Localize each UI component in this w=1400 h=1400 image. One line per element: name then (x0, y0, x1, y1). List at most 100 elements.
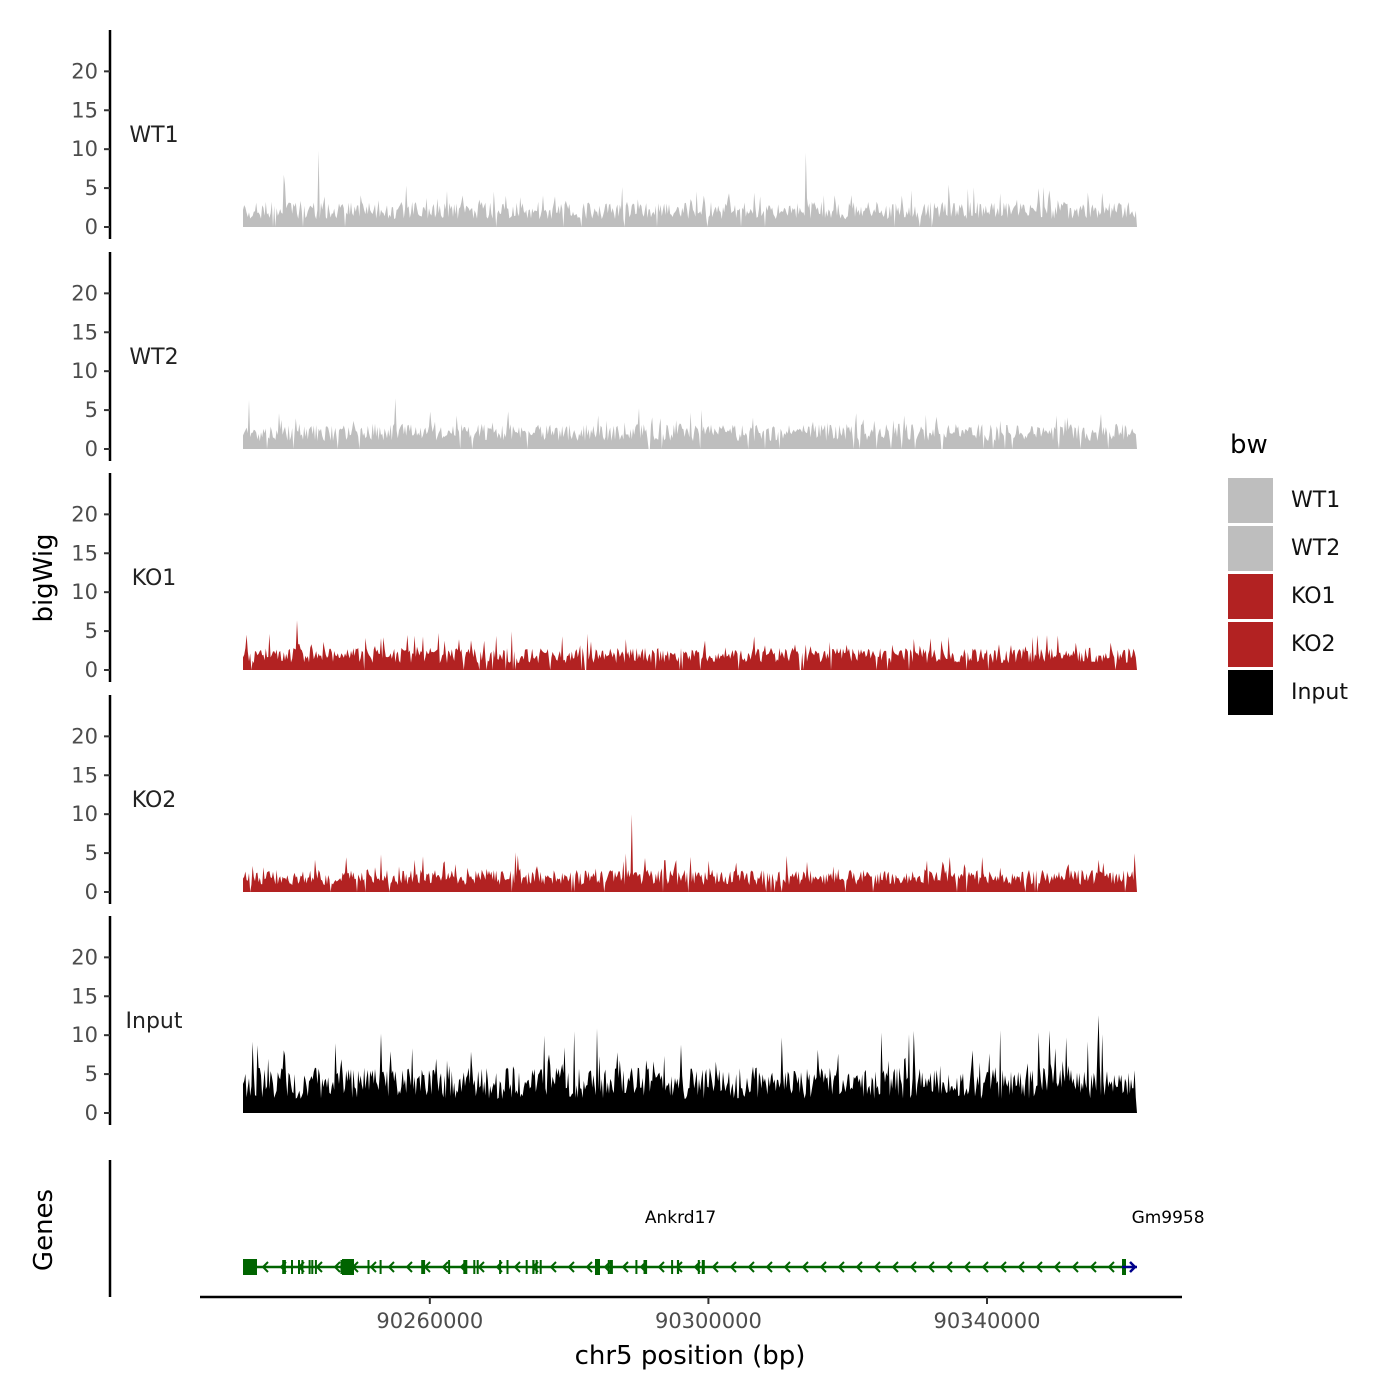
y-axis-input: 0 5 10 15 20 (71, 916, 112, 1125)
exon (243, 1259, 257, 1275)
exon (283, 1260, 286, 1274)
exon (342, 1259, 354, 1275)
track-wt2: WT2 (129, 345, 1137, 449)
y-tick-label: 5 (85, 619, 98, 643)
exon (610, 1260, 613, 1274)
legend-items: WT1 WT2 KO1 KO2 Input (1228, 476, 1388, 716)
track-label-ko2: KO2 (132, 788, 177, 813)
signal-tracks: WT1 WT2 KO1 KO2 Input (126, 123, 1137, 1113)
strand-arrow (549, 1261, 557, 1273)
y-tick-label: 5 (85, 398, 98, 422)
gene-label: Ankrd17 (645, 1208, 716, 1228)
exon (697, 1260, 700, 1274)
y-tick-label: 10 (71, 580, 98, 604)
legend-label: KO2 (1291, 631, 1336, 657)
y-tick-label: 10 (71, 359, 98, 383)
track-label-wt1: WT1 (129, 123, 178, 148)
y-tick-label: 20 (71, 281, 98, 305)
strand-arrow (729, 1261, 737, 1273)
y-tick-label: 15 (71, 98, 98, 122)
exon (465, 1260, 468, 1274)
strand-arrow (387, 1261, 395, 1273)
gene-gm9958: Gm9958 (1122, 1208, 1205, 1273)
exon (473, 1260, 476, 1274)
y-axis-wt1: 0 5 10 15 20 (71, 30, 112, 239)
legend-key (1228, 477, 1273, 523)
track-label-input: Input (126, 1009, 183, 1034)
y-tick-label: 0 (85, 1101, 98, 1125)
track-area-wt1 (243, 150, 1137, 227)
exon (645, 1260, 648, 1274)
y-axis-title: bigWig (29, 533, 59, 622)
strand-arrow (657, 1261, 665, 1273)
y-axis-ko1: 0 5 10 15 20 (71, 473, 112, 682)
exon (476, 1260, 479, 1274)
legend-key (1228, 525, 1273, 571)
strand-arrow (855, 1261, 863, 1273)
exon (532, 1260, 535, 1274)
legend-item-wt1: WT1 (1228, 476, 1388, 524)
gene-ankrd17: Ankrd17 (243, 1208, 1126, 1275)
exon (314, 1260, 317, 1274)
gene-track: Ankrd17 Gm9958 (108, 1160, 1205, 1297)
x-tick-label: 90340000 (934, 1309, 1041, 1333)
legend-key (1228, 573, 1273, 619)
legend-label: KO1 (1291, 583, 1336, 609)
strand-arrow (801, 1261, 809, 1273)
exon (301, 1260, 304, 1274)
y-tick-label: 0 (85, 437, 98, 461)
exon (448, 1260, 451, 1274)
x-tick-label: 90300000 (655, 1309, 762, 1333)
track-input: Input (126, 1009, 1137, 1113)
legend-title: bw (1230, 430, 1268, 460)
legend-label: WT1 (1291, 487, 1341, 513)
strand-arrow (837, 1261, 845, 1273)
strand-arrow (963, 1261, 971, 1273)
exon (607, 1260, 610, 1274)
strand-arrow (1071, 1261, 1079, 1273)
strand-arrow (477, 1261, 485, 1273)
y-tick-label: 5 (85, 841, 98, 865)
strand-arrow (585, 1261, 593, 1273)
strand-arrow (621, 1261, 629, 1273)
strand-arrow (1035, 1261, 1043, 1273)
strand-arrow (405, 1261, 413, 1273)
exon (340, 1260, 343, 1274)
track-area-wt2 (243, 398, 1137, 449)
legend-item-input: Input (1228, 668, 1388, 716)
legend-item-ko1: KO1 (1228, 572, 1388, 620)
y-tick-label: 10 (71, 802, 98, 826)
strand-arrow (783, 1261, 791, 1273)
legend-item-wt2: WT2 (1228, 524, 1388, 572)
track-area-input (243, 1015, 1137, 1113)
exon (635, 1260, 638, 1274)
y-tick-label: 5 (85, 176, 98, 200)
exon (525, 1260, 528, 1274)
y-tick-label: 20 (71, 724, 98, 748)
exon (671, 1260, 674, 1274)
strand-arrow (873, 1261, 881, 1273)
strand-arrow (891, 1261, 899, 1273)
strand-arrow (711, 1261, 719, 1273)
legend-label: WT2 (1291, 535, 1341, 561)
track-ko1: KO1 (132, 566, 1137, 670)
exon (597, 1260, 600, 1274)
exon (379, 1260, 382, 1274)
strand-arrow (945, 1261, 953, 1273)
exon (291, 1260, 293, 1274)
strand-arrow (1053, 1261, 1061, 1273)
track-wt1: WT1 (129, 123, 1137, 227)
strand-arrow (981, 1261, 989, 1273)
exon (463, 1260, 466, 1274)
strand-arrow (909, 1261, 917, 1273)
strand-arrow (261, 1261, 269, 1273)
y-tick-label: 20 (71, 59, 98, 83)
track-ko2: KO2 (132, 788, 1137, 892)
strand-arrow (333, 1261, 341, 1273)
exon (499, 1260, 502, 1274)
y-tick-label: 15 (71, 984, 98, 1008)
x-axis-title: chr5 position (bp) (575, 1341, 806, 1371)
track-label-wt2: WT2 (129, 345, 178, 370)
exon (609, 1260, 612, 1274)
